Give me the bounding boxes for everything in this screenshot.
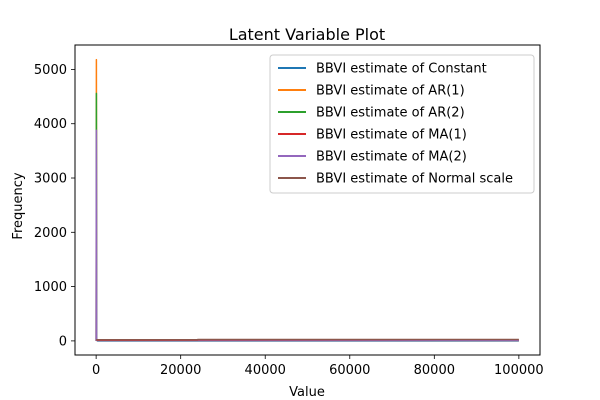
legend-label: BBVI estimate of MA(2)	[316, 150, 467, 165]
legend-label: BBVI estimate of MA(1)	[316, 128, 467, 143]
legend-box	[269, 54, 535, 194]
series-group	[95, 58, 519, 342]
x-tick-label: 80000	[414, 363, 455, 378]
x-tick-label: 0	[92, 363, 100, 378]
y-tick-label: 3000	[34, 172, 67, 187]
legend-label: BBVI estimate of Normal scale	[316, 172, 513, 187]
y-axis-label: Frequency	[11, 172, 26, 239]
axis-ticks: 0 20000 40000 60000 80000 100000 0 1000 2000 3000…	[34, 63, 544, 378]
x-tick-label: 60000	[329, 363, 370, 378]
y-tick-label: 4000	[34, 117, 67, 132]
plot-frame	[74, 44, 541, 356]
legend-label: BBVI estimate of AR(2)	[316, 106, 465, 121]
x-tick-label: 40000	[245, 363, 286, 378]
y-tick-label: 1000	[34, 280, 67, 295]
legend: BBVI estimate of Constant BBVI estimate o…	[269, 54, 535, 194]
legend-label: BBVI estimate of Constant	[316, 62, 487, 77]
x-tick-label: 20000	[160, 363, 201, 378]
x-axis-label: Value	[289, 385, 325, 400]
legend-label: BBVI estimate of AR(1)	[316, 84, 465, 99]
y-tick-label: 0	[59, 334, 67, 349]
x-tick-label: 100000	[494, 363, 544, 378]
y-tick-label: 5000	[34, 63, 67, 78]
y-tick-label: 2000	[34, 226, 67, 241]
chart-title: Latent Variable Plot	[229, 25, 385, 44]
